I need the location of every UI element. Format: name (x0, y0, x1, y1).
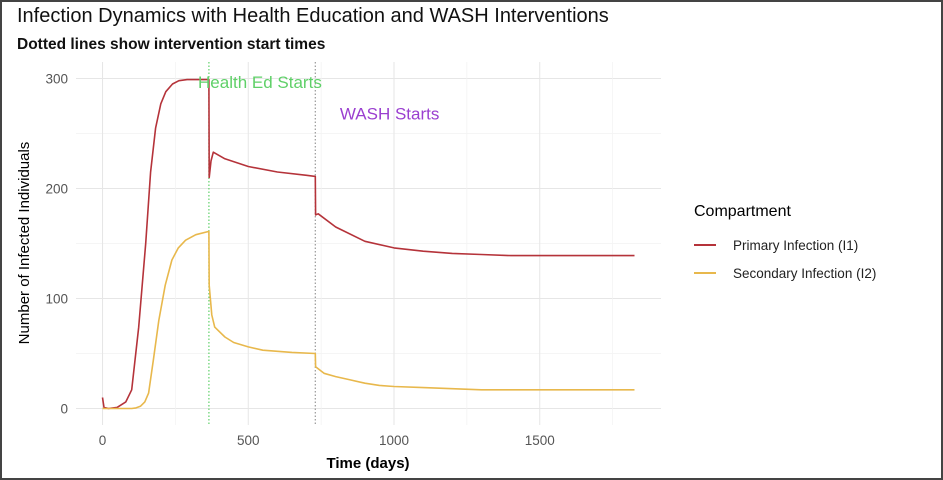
primary-infection-line (101, 78, 635, 410)
legend-title: Compartment (694, 203, 791, 220)
legend-key-secondary (694, 272, 716, 274)
y-tick-label: 200 (45, 182, 68, 197)
y-tick-label: 0 (60, 402, 68, 417)
secondary-infection-line (102, 230, 635, 410)
x-tick-label: 1500 (525, 433, 555, 448)
x-tick-label: 500 (237, 433, 260, 448)
health-ed-annotation: Health Ed Starts (198, 73, 322, 92)
x-tick-label: 1000 (379, 433, 409, 448)
legend-item-primary: Primary Infection (I1) (694, 231, 876, 259)
chart-subtitle: Dotted lines show intervention start tim… (17, 36, 326, 53)
x-tick-labels: 0 500 1000 1500 (99, 433, 555, 448)
y-tick-label: 100 (45, 292, 68, 307)
legend-item-secondary: Secondary Infection (I2) (694, 259, 876, 287)
legend: Compartment Primary Infection (I1) Secon… (694, 203, 876, 287)
y-tick-labels: 0 100 200 300 (45, 72, 68, 417)
wash-annotation: WASH Starts (340, 105, 440, 124)
legend-label: Primary Infection (I1) (733, 237, 859, 253)
legend-label: Secondary Infection (I2) (733, 265, 877, 281)
y-axis-label: Number of Infected Individuals (16, 142, 33, 345)
chart-title: Infection Dynamics with Health Education… (17, 5, 609, 27)
legend-key-primary (694, 244, 716, 246)
y-tick-label: 300 (45, 72, 68, 87)
grid (76, 62, 661, 425)
x-tick-label: 0 (99, 433, 107, 448)
x-axis-label: Time (days) (326, 455, 409, 472)
series-lines (101, 78, 635, 410)
